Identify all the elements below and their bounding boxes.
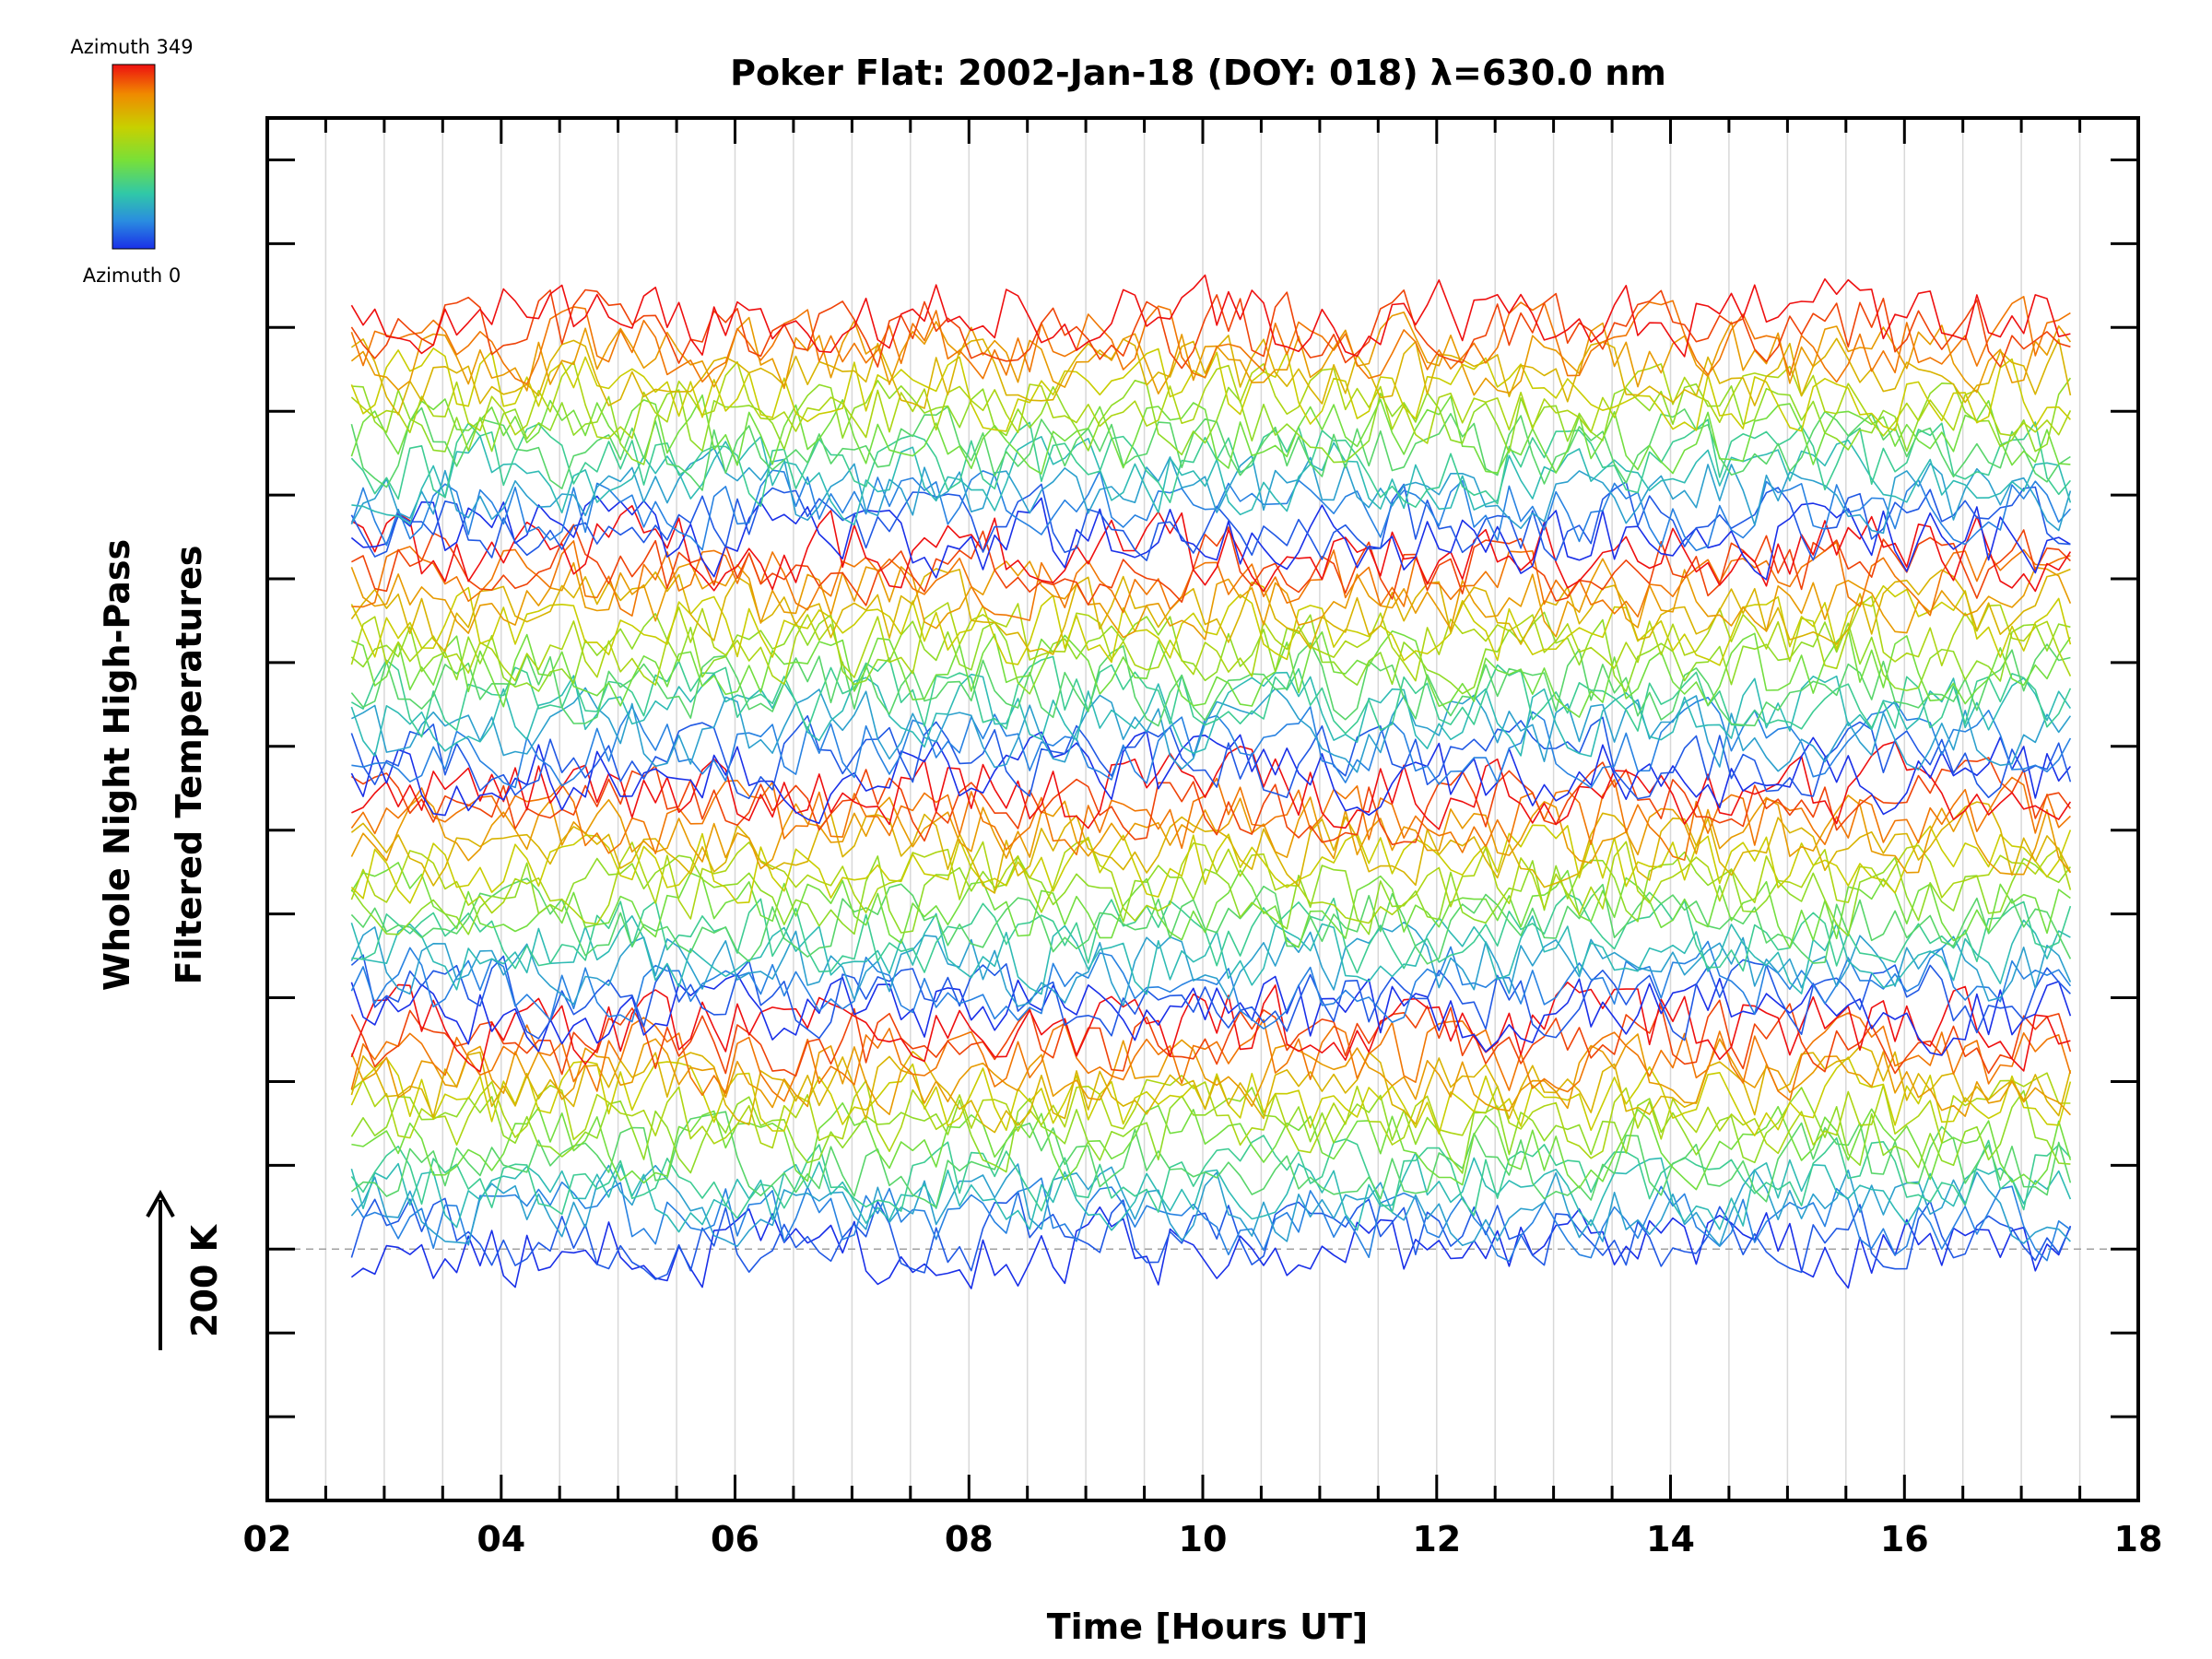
series-line [350, 757, 2072, 846]
series-line [350, 406, 2071, 491]
series-line [350, 558, 2072, 641]
series-line [350, 1111, 2072, 1208]
x-tick-label: 10 [1179, 1519, 1228, 1559]
series-line [350, 954, 2071, 1041]
series-line [350, 360, 2072, 444]
x-axis-label: Time [Hours UT] [1047, 1606, 1369, 1647]
series-line [350, 921, 2072, 1007]
series-line [350, 1163, 2071, 1247]
series-line [351, 435, 2072, 526]
y-axis-label-line2: Filtered Temperatures [169, 546, 209, 985]
series-line [350, 1033, 2071, 1117]
series-line [350, 447, 2072, 535]
series-line [350, 1151, 2072, 1233]
series-line [350, 801, 2072, 894]
series-line [351, 893, 2072, 974]
y-axis-label-line1: Whole Night High-Pass [97, 539, 137, 991]
series-line [350, 714, 2072, 800]
tick-label-layer: 02 04 06 08 10 12 14 16 18 [243, 1519, 2163, 1559]
series-line [350, 824, 2072, 904]
x-tick-label: 14 [1646, 1519, 1695, 1559]
series-line [350, 851, 2072, 937]
scale-arrow-icon [146, 1189, 175, 1350]
x-tick-label: 08 [945, 1519, 994, 1559]
x-tick-label: 04 [477, 1519, 525, 1559]
series-line [350, 1177, 2071, 1263]
series-line [351, 1102, 2072, 1191]
chart-title: Poker Flat: 2002-Jan-18 (DOY: 018) λ=630… [730, 53, 1666, 93]
series-line [351, 540, 2071, 621]
series-line [350, 394, 2071, 475]
series-line [350, 862, 2071, 948]
series-line [350, 495, 2071, 581]
colorbar [112, 64, 156, 250]
colorbar-label-bottom: Azimuth 0 [83, 265, 182, 287]
series-line [350, 641, 2071, 727]
series-line [350, 1072, 2071, 1159]
series-line [350, 730, 2072, 825]
series-line [350, 1191, 2072, 1280]
series-line [350, 288, 2071, 370]
series-line [350, 418, 2072, 509]
colorbar-label-top: Azimuth 349 [70, 36, 193, 58]
series-line [350, 595, 2072, 686]
series-line [350, 295, 2071, 385]
series-line [350, 274, 2071, 358]
series-layer [350, 274, 2072, 1289]
series-line [350, 1012, 2072, 1102]
series-line [351, 377, 2072, 465]
series-line [350, 794, 2072, 876]
series-line [351, 687, 2072, 773]
series-line [350, 671, 2072, 758]
series-line [350, 1056, 2072, 1136]
x-tick-label: 16 [1880, 1519, 1929, 1559]
series-line [351, 740, 2072, 830]
series-line [350, 469, 2071, 552]
x-tick-label: 12 [1412, 1519, 1461, 1559]
series-line [350, 1045, 2072, 1134]
x-tick-label: 02 [243, 1519, 292, 1559]
scale-label: 200 K [184, 1223, 225, 1337]
x-tick-label: 06 [711, 1519, 759, 1559]
series-line [350, 584, 2072, 666]
series-line [350, 940, 2072, 1030]
series-line [350, 982, 2071, 1073]
series-line [350, 1087, 2071, 1174]
x-tick-label: 18 [2114, 1519, 2163, 1559]
series-line [351, 504, 2072, 593]
series-line [350, 1206, 2072, 1289]
series-line [350, 611, 2071, 695]
series-line [351, 696, 2072, 789]
series-line [350, 1135, 2071, 1219]
series-line [350, 481, 2071, 562]
series-line [350, 311, 2072, 396]
series-line [350, 347, 2071, 432]
series-line [351, 524, 2071, 606]
series-line [350, 973, 2072, 1056]
axis-layer [265, 116, 2140, 1502]
series-line [350, 655, 2072, 738]
